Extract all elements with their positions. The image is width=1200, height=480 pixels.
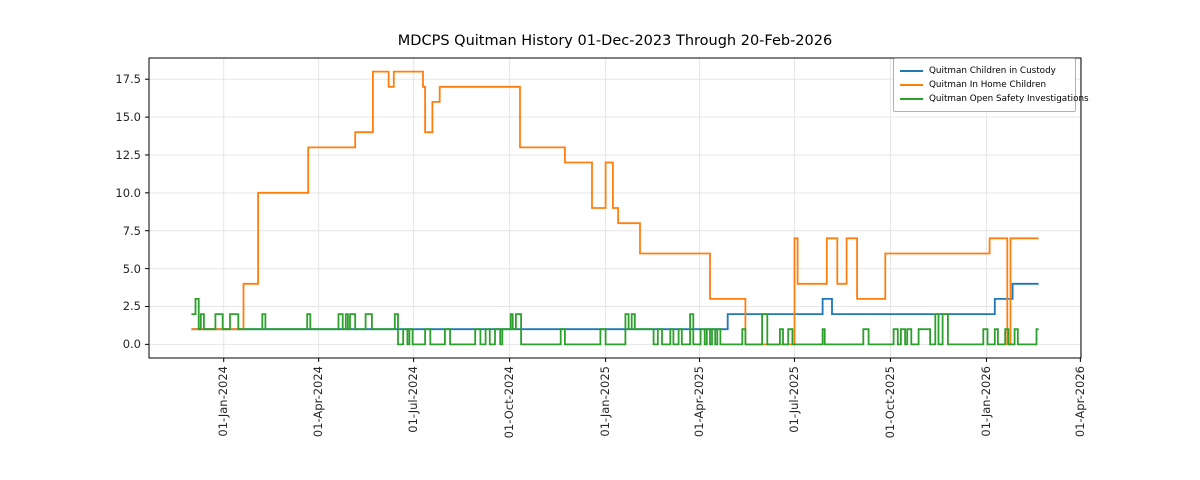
x-tick-label: 01-Jul-2024 <box>406 366 421 433</box>
legend-item-investigations: Quitman Open Safety Investigations <box>900 92 1089 106</box>
legend-swatch-in-home <box>900 83 923 87</box>
grid-lines <box>149 58 1081 358</box>
y-tick-label: 12.5 <box>115 147 141 162</box>
y-tick-label: 0.0 <box>122 337 141 352</box>
y-tick-label: 2.5 <box>122 299 141 314</box>
x-tick-label: 01-Jan-2024 <box>216 366 231 437</box>
chart-title: MDCPS Quitman History 01-Dec-2023 Throug… <box>397 33 833 49</box>
legend-swatch-investigations <box>900 97 923 101</box>
y-tick-label: 5.0 <box>122 261 141 276</box>
series-lines <box>191 70 1039 346</box>
x-tick-label: 01-Oct-2025 <box>882 366 897 439</box>
legend-label-investigations: Quitman Open Safety Investigations <box>929 94 1089 104</box>
series-line-3 <box>191 298 1039 346</box>
x-tick-label: 01-Apr-2025 <box>692 366 707 438</box>
axes-frame <box>148 57 1082 359</box>
legend: Quitman Children in Custody Quitman In H… <box>893 58 1089 112</box>
axis-tick-marks <box>145 78 1081 362</box>
y-tick-label: 10.0 <box>115 185 141 200</box>
legend-swatch-custody <box>900 69 923 73</box>
x-tick-label: 01-Jul-2025 <box>786 366 801 433</box>
y-tick-label: 7.5 <box>122 223 141 238</box>
legend-label-in-home: Quitman In Home Children <box>929 80 1047 90</box>
x-tick-label: 01-Oct-2024 <box>502 366 517 439</box>
series-line-1 <box>191 282 1039 331</box>
series-line-2 <box>191 70 1039 346</box>
x-tick-label: 01-Jan-2025 <box>598 366 613 437</box>
y-tick-label: 15.0 <box>115 110 141 125</box>
x-tick-label: 01-Jan-2026 <box>978 366 993 437</box>
x-tick-label: 01-Apr-2026 <box>1072 366 1087 438</box>
y-tick-label: 17.5 <box>115 72 141 87</box>
legend-label-custody: Quitman Children in Custody <box>929 66 1056 76</box>
x-tick-label: 01-Apr-2024 <box>311 366 326 438</box>
legend-item-in-home: Quitman In Home Children <box>900 78 1069 92</box>
legend-item-custody: Quitman Children in Custody <box>900 64 1069 78</box>
